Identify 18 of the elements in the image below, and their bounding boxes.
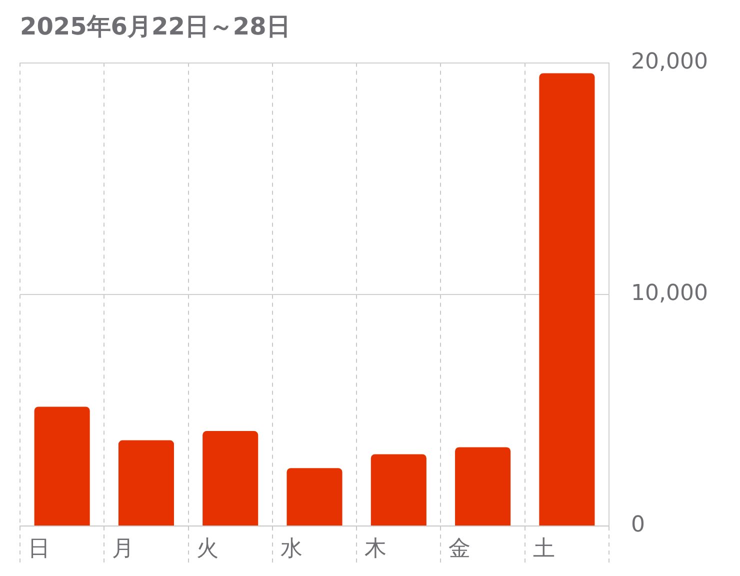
x-tick-label: 金	[448, 536, 471, 562]
bar	[455, 447, 511, 526]
y-tick-label: 0	[631, 512, 646, 538]
x-tick-label: 月	[112, 536, 134, 562]
x-tick-label: 土	[532, 536, 555, 562]
bar	[202, 431, 258, 526]
x-tick-label: 水	[280, 536, 302, 562]
x-tick-label: 日	[28, 536, 50, 562]
chart-title: 2025年6月22日～28日	[20, 12, 290, 41]
x-tick-label: 木	[364, 536, 387, 562]
y-tick-label: 10,000	[631, 281, 708, 306]
bar	[118, 440, 174, 526]
x-tick-label: 火	[196, 536, 218, 562]
y-tick-label: 20,000	[631, 50, 708, 75]
bar	[370, 454, 426, 526]
bar	[539, 73, 595, 526]
bar	[34, 406, 90, 526]
bar	[286, 468, 342, 526]
